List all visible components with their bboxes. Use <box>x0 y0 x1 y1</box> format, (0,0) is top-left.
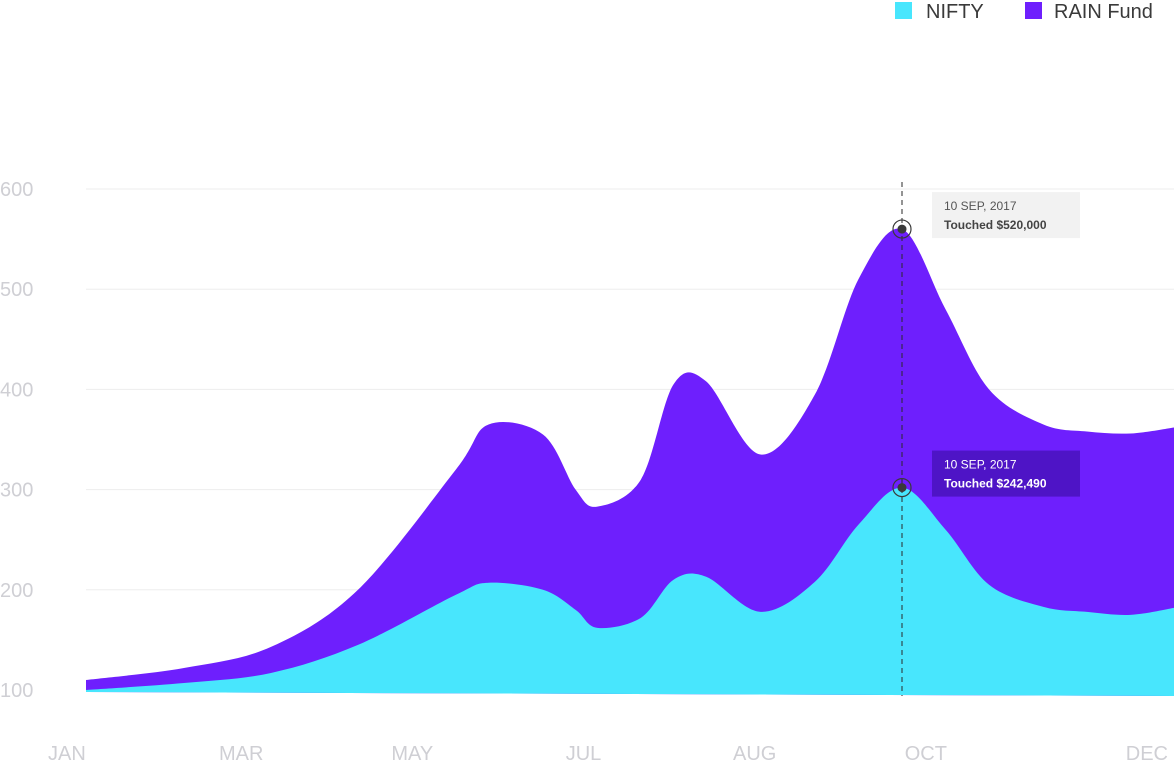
legend-swatch-nifty <box>895 2 912 19</box>
y-tick-label: 300 <box>0 480 33 502</box>
x-tick-label: JAN <box>48 743 86 761</box>
x-tick-label: OCT <box>905 743 947 761</box>
y-tick-label: 600 <box>0 179 33 201</box>
marker-dot <box>897 224 907 234</box>
marker-ring <box>892 477 912 498</box>
tooltip-date: 10 SEP, 2017 <box>944 458 1017 472</box>
y-tick-label: 100 <box>0 680 33 702</box>
legend-label-rain-fund: RAIN Fund <box>1054 1 1153 23</box>
legend-label-nifty: NIFTY <box>926 1 984 23</box>
x-tick-label: DEC <box>1126 743 1168 761</box>
tooltip-value: Touched $242,490 <box>944 477 1047 491</box>
y-tick-label: 200 <box>0 580 33 602</box>
marker-dot <box>897 483 907 493</box>
x-axis-ticks: JAN MAR MAY JUL AUG OCT DEC <box>48 743 1168 765</box>
y-tick-label: 500 <box>0 279 33 301</box>
x-tick-label: JUL <box>566 743 602 761</box>
x-tick-label: AUG <box>733 743 776 761</box>
legend: NIFTY RAIN Fund <box>895 1 1153 23</box>
tooltip-box <box>932 192 1080 239</box>
tooltip-value: Touched $520,000 <box>944 218 1047 232</box>
tooltip-box <box>932 450 1080 497</box>
annotations: 10 SEP, 2017 Touched $520,000 10 SEP, 2017… <box>892 182 1080 696</box>
x-tick-label: MAY <box>391 743 433 761</box>
legend-swatch-rain-fund <box>1025 2 1042 19</box>
y-tick-label: 400 <box>0 379 33 401</box>
y-axis-ticks: 100 200 300 400 500 600 <box>0 179 33 702</box>
x-tick-label: MAR <box>219 743 263 761</box>
marker-ring <box>892 219 912 239</box>
tooltip-date: 10 SEP, 2017 <box>944 199 1017 213</box>
